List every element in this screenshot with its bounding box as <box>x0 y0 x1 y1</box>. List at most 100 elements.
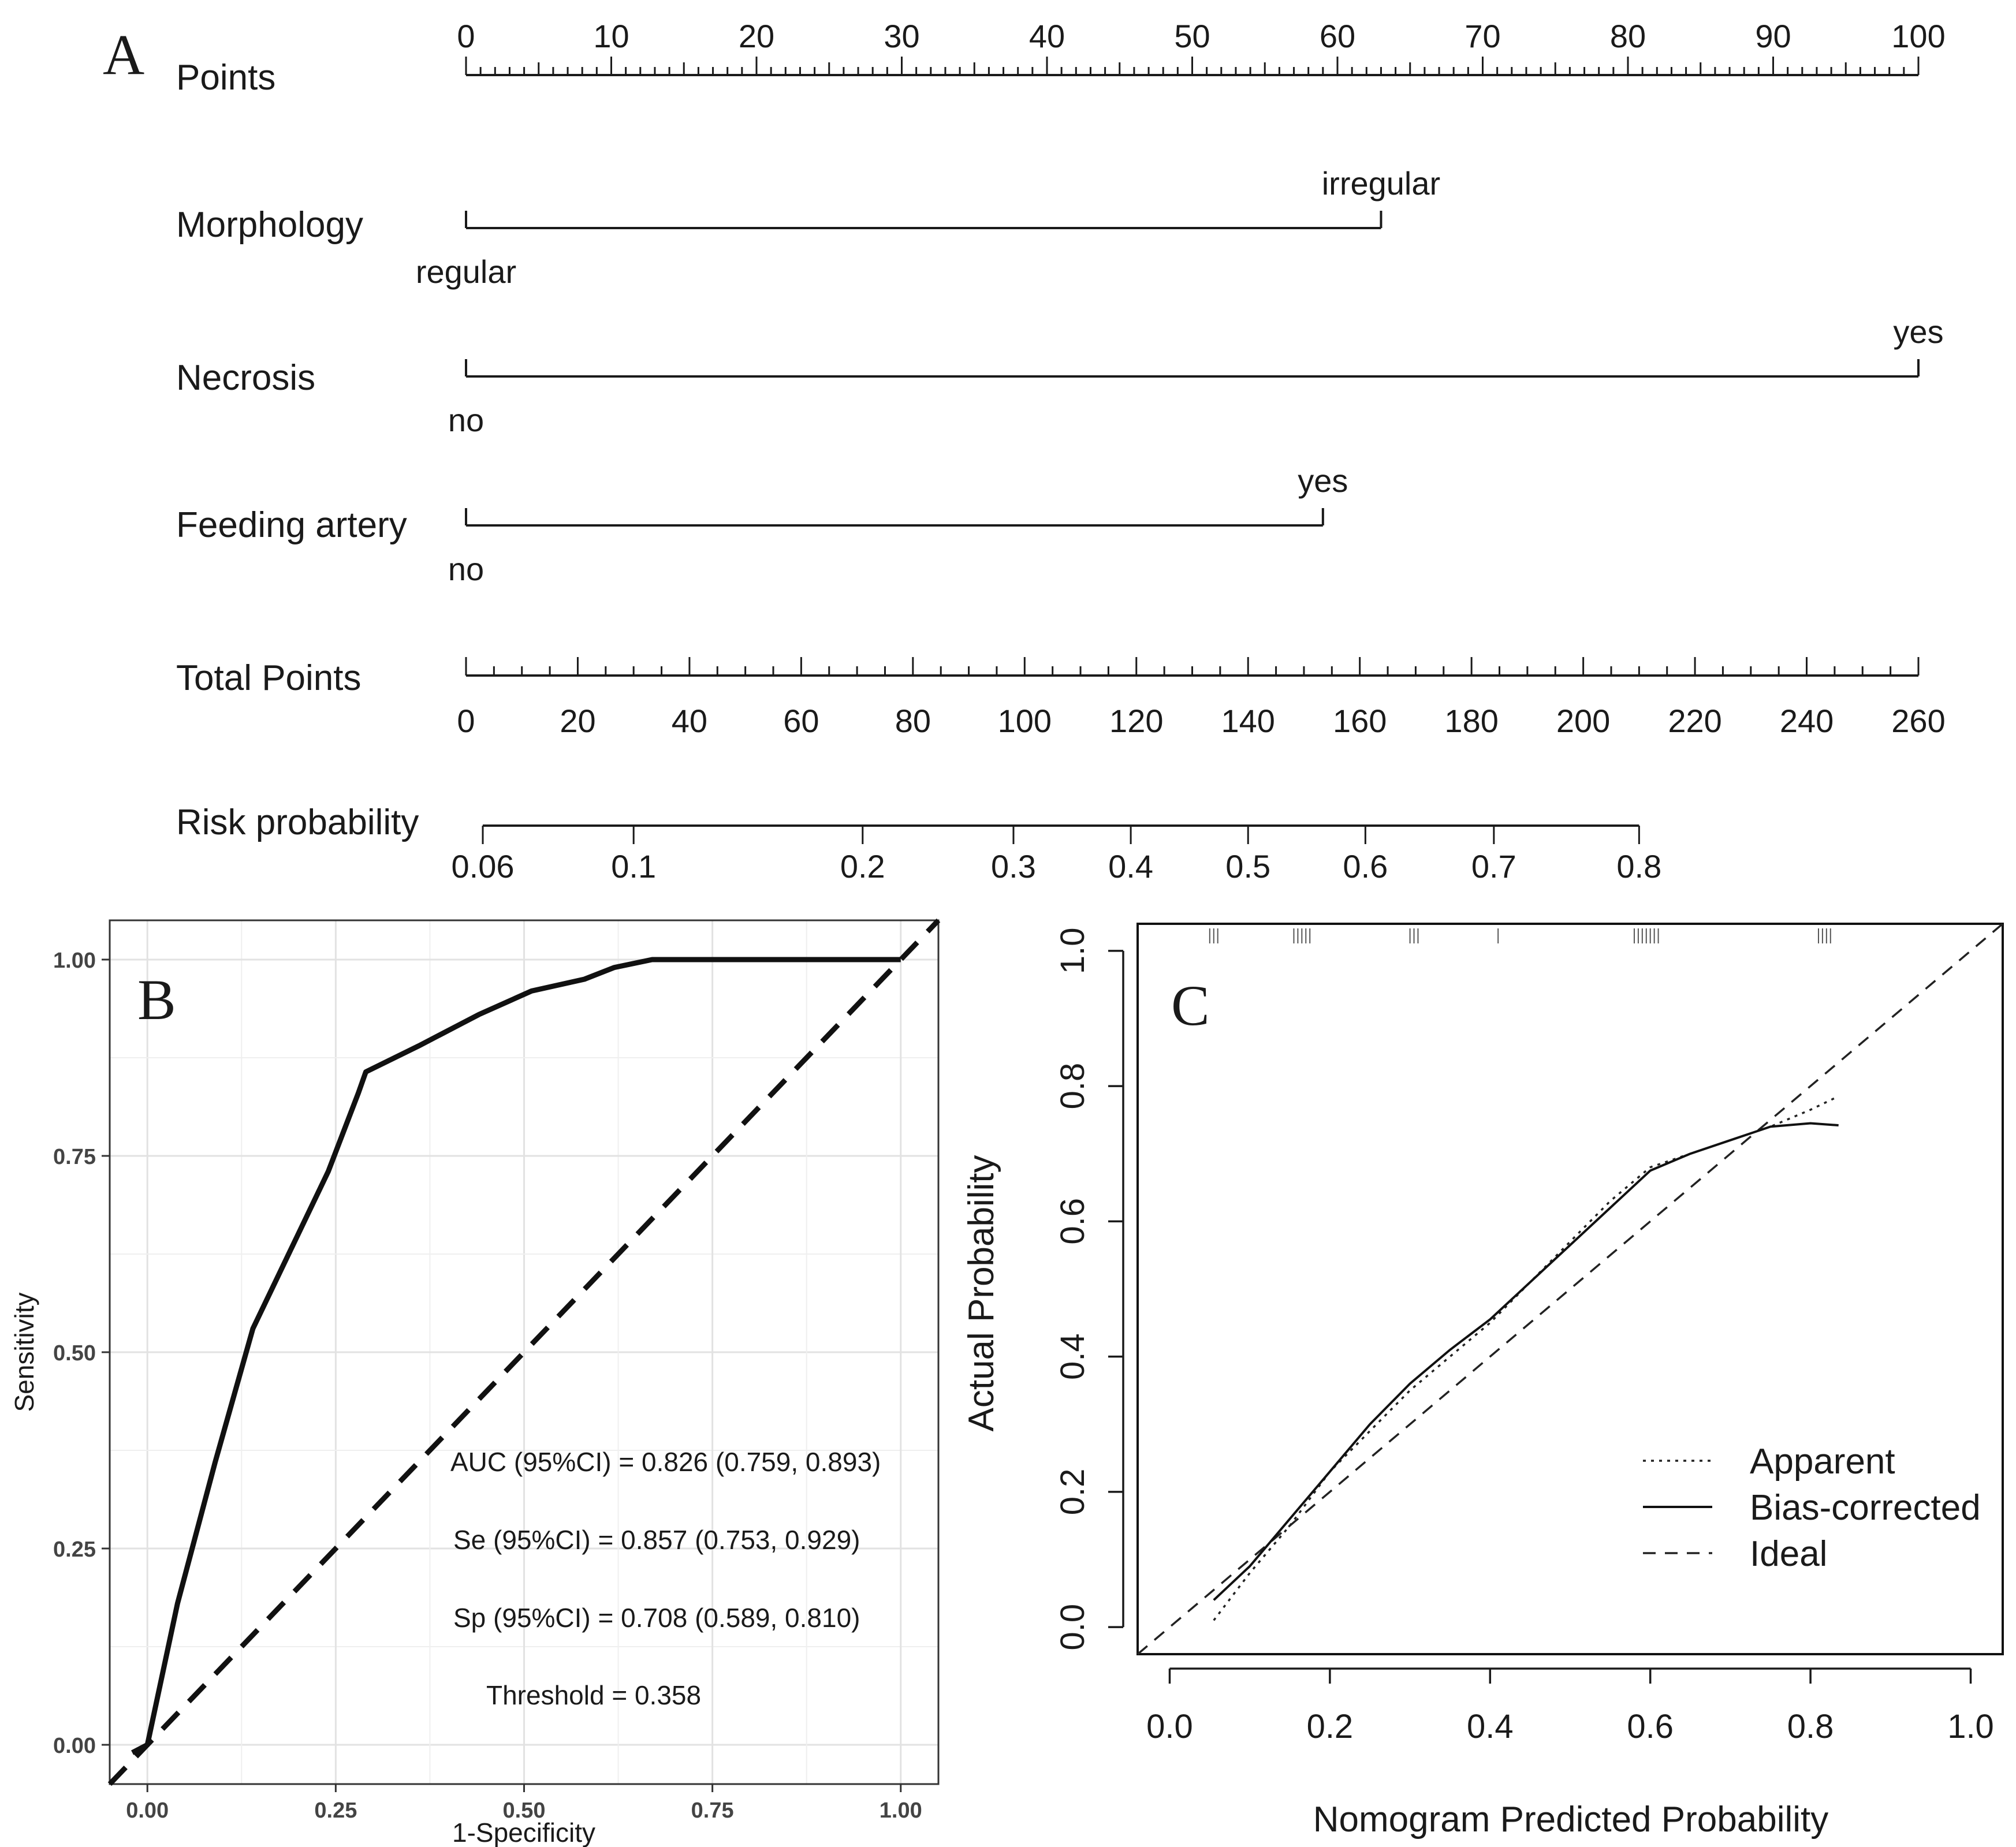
calibration-y-tick-label: 0.0 <box>1054 1604 1091 1651</box>
calibration-x-tick-label: 0.8 <box>1787 1708 1834 1745</box>
roc-x-axis-label: 1-Specificity <box>452 1818 595 1847</box>
risk-tick-label: 0.6 <box>1343 848 1388 885</box>
predictor-level-low: no <box>448 551 484 587</box>
roc-x-tick-label: 1.00 <box>880 1799 922 1823</box>
roc-axis-ticks: 0.00 0.25 0.50 0.75 1.00 0.00 0.25 0.50 0.75 1.00 <box>53 949 922 1823</box>
roc-x-tick-label: 0.50 <box>503 1799 546 1823</box>
roc-y-tick-label: 0.25 <box>53 1538 96 1562</box>
roc-y-axis-label: Sensitivity <box>9 1292 39 1412</box>
risk-probability-axis: 0.06 0.1 0.2 0.3 0.4 0.5 0.6 0.7 0.8 <box>452 824 1661 885</box>
calibration-x-tick-label: 0.6 <box>1627 1708 1674 1745</box>
morphology-scale: regular irregular <box>416 165 1440 290</box>
panel-letter-c: C <box>1171 973 1210 1038</box>
risk-tick-label: 0.1 <box>611 848 656 885</box>
bias-corrected-line <box>1213 1122 1839 1601</box>
points-axis-label: Points <box>176 58 275 98</box>
calibration-y-tick-label: 0.2 <box>1054 1469 1091 1516</box>
total-points-tick-label: 40 <box>672 703 707 739</box>
total-points-label: Total Points <box>176 658 362 698</box>
roc-grid <box>110 920 938 1784</box>
calibration-x-tick-label: 0.0 <box>1146 1708 1193 1745</box>
total-points-tick-label: 200 <box>1556 703 1610 739</box>
roc-y-tick-label: 0.75 <box>53 1145 96 1169</box>
calibration-x-tick-label: 0.2 <box>1307 1708 1354 1745</box>
points-tick-label: 60 <box>1320 18 1355 54</box>
total-points-tick-label: 80 <box>895 703 931 739</box>
total-points-tick-label: 160 <box>1333 703 1387 739</box>
total-points-tick-label: 120 <box>1109 703 1163 739</box>
points-tick-label: 40 <box>1029 18 1065 54</box>
risk-tick-label: 0.7 <box>1471 848 1516 885</box>
sensitivity-annotation: Se (95%CI) = 0.857 (0.753, 0.929) <box>453 1525 860 1555</box>
points-tick-label: 50 <box>1174 18 1210 54</box>
legend-bias-corrected-label: Bias-corrected <box>1750 1488 1981 1528</box>
points-tick-label: 0 <box>457 18 475 54</box>
points-tick-label: 30 <box>884 18 919 54</box>
total-points-axis: 0 20 40 60 80 100 120 140 160 180 200 220 240 260 <box>457 657 1946 739</box>
total-points-tick-label: 140 <box>1221 703 1275 739</box>
calibration-x-tick-label: 0.4 <box>1467 1708 1514 1745</box>
calibration-y-tick-label: 0.6 <box>1054 1198 1091 1245</box>
points-tick-label: 80 <box>1610 18 1646 54</box>
roc-y-tick-label: 0.00 <box>53 1734 96 1758</box>
risk-probability-label: Risk probability <box>176 803 419 842</box>
feeding-artery-label: Feeding artery <box>176 505 407 545</box>
roc-x-tick-label: 0.00 <box>126 1799 169 1823</box>
points-tick-label: 90 <box>1755 18 1791 54</box>
calibration-y-axis-label: Actual Probability <box>962 1155 1001 1431</box>
risk-tick-label: 0.2 <box>840 848 885 885</box>
necrosis-label: Necrosis <box>176 358 315 398</box>
total-points-tick-label: 60 <box>783 703 819 739</box>
calibration-y-tick-label: 1.0 <box>1054 928 1091 975</box>
legend-ideal-label: Ideal <box>1750 1534 1827 1574</box>
roc-curve <box>131 957 901 1755</box>
points-tick-label: 100 <box>1891 18 1945 54</box>
calibration-x-axis-label: Nomogram Predicted Probability <box>1313 1800 1829 1839</box>
points-tick-label: 70 <box>1465 18 1500 54</box>
feeding-artery-scale: no yes <box>448 462 1348 587</box>
auc-annotation: AUC (95%CI) = 0.826 (0.759, 0.893) <box>450 1447 881 1477</box>
roc-y-tick-label: 0.50 <box>53 1341 96 1365</box>
points-axis: 0 10 20 30 40 50 60 70 80 90 100 <box>457 18 1946 76</box>
predictor-level-low: no <box>448 402 484 438</box>
total-points-tick-label: 20 <box>560 703 595 739</box>
threshold-annotation: Threshold = 0.358 <box>486 1680 701 1710</box>
predictor-level-low: regular <box>416 253 516 290</box>
risk-tick-label: 0.3 <box>991 848 1036 885</box>
calibration-panel: C 0.0 0.2 0.4 0.6 0.8 1.0 0.0 0.2 0.4 0.6 0.8 1.0 A… <box>962 923 2004 1839</box>
calibration-x-tick-label: 1.0 <box>1947 1708 1994 1745</box>
points-tick-label: 20 <box>739 18 774 54</box>
risk-tick-label: 0.06 <box>452 848 515 885</box>
risk-tick-label: 0.8 <box>1616 848 1661 885</box>
calibration-legend: Apparent Bias-corrected Ideal <box>1643 1442 1981 1574</box>
total-points-tick-label: 180 <box>1444 703 1498 739</box>
calibration-y-tick-label: 0.4 <box>1054 1333 1091 1380</box>
morphology-label: Morphology <box>176 205 363 245</box>
panel-letter-a: A <box>103 23 144 87</box>
risk-tick-label: 0.5 <box>1225 848 1270 885</box>
roc-reference-line <box>107 918 941 1786</box>
specificity-annotation: Sp (95%CI) = 0.708 (0.589, 0.810) <box>453 1603 860 1633</box>
total-points-tick-label: 100 <box>998 703 1052 739</box>
total-points-tick-label: 0 <box>457 703 475 739</box>
predictor-level-high: yes <box>1298 462 1348 499</box>
roc-x-tick-label: 0.25 <box>314 1799 357 1823</box>
total-points-tick-label: 240 <box>1780 703 1834 739</box>
predictor-level-high: yes <box>1893 314 1943 350</box>
total-points-tick-label: 220 <box>1668 703 1721 739</box>
roc-y-tick-label: 1.00 <box>53 949 96 973</box>
total-points-tick-label: 260 <box>1891 703 1945 739</box>
risk-tick-label: 0.4 <box>1108 848 1153 885</box>
calibration-axis-ticks: 0.0 0.2 0.4 0.6 0.8 1.0 0.0 0.2 0.4 0.6 0.8 1.0 <box>1054 928 1994 1745</box>
panel-letter-b: B <box>137 968 176 1032</box>
legend-apparent-label: Apparent <box>1750 1442 1895 1482</box>
calibration-plot-frame <box>1136 923 2004 1655</box>
roc-x-tick-label: 0.75 <box>691 1799 734 1823</box>
calibration-rug <box>1209 928 1831 943</box>
predictor-level-high: irregular <box>1322 165 1440 202</box>
roc-panel: B 0.00 0.25 0.50 0.75 1.00 0.00 0.25 0.50 0.75 1.… <box>9 918 941 1847</box>
calibration-y-tick-label: 0.8 <box>1054 1063 1091 1110</box>
nomogram-panel: A Points 0 10 20 30 40 50 60 70 80 90 100 Morpholo… <box>103 18 1946 885</box>
points-tick-label: 10 <box>593 18 629 54</box>
